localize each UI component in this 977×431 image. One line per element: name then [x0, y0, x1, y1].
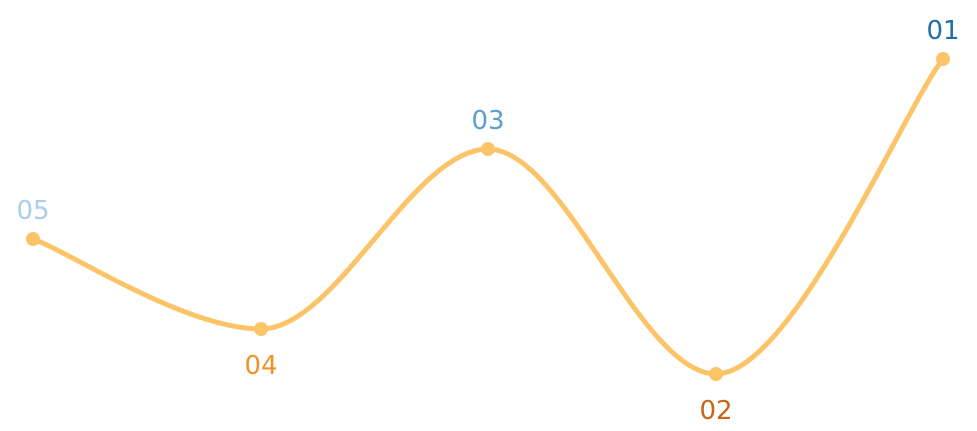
node-label: 04: [244, 351, 277, 381]
node-label: 01: [926, 16, 959, 46]
wave-connector-line: [30, 56, 946, 377]
node-label: 02: [699, 396, 732, 426]
node-03: 03: [471, 106, 505, 156]
node-05: 05: [16, 196, 50, 246]
node-dot: [26, 232, 40, 246]
node-dot: [481, 142, 495, 156]
node-label: 03: [471, 106, 504, 136]
node-01: 01: [926, 16, 960, 66]
nodes-layer: 05 04 03 02 01: [16, 16, 959, 426]
node-dot: [936, 52, 950, 66]
node-02: 02: [699, 367, 733, 426]
node-04: 04: [244, 322, 278, 381]
node-dot: [709, 367, 723, 381]
node-dot: [254, 322, 268, 336]
node-label: 05: [16, 196, 49, 226]
